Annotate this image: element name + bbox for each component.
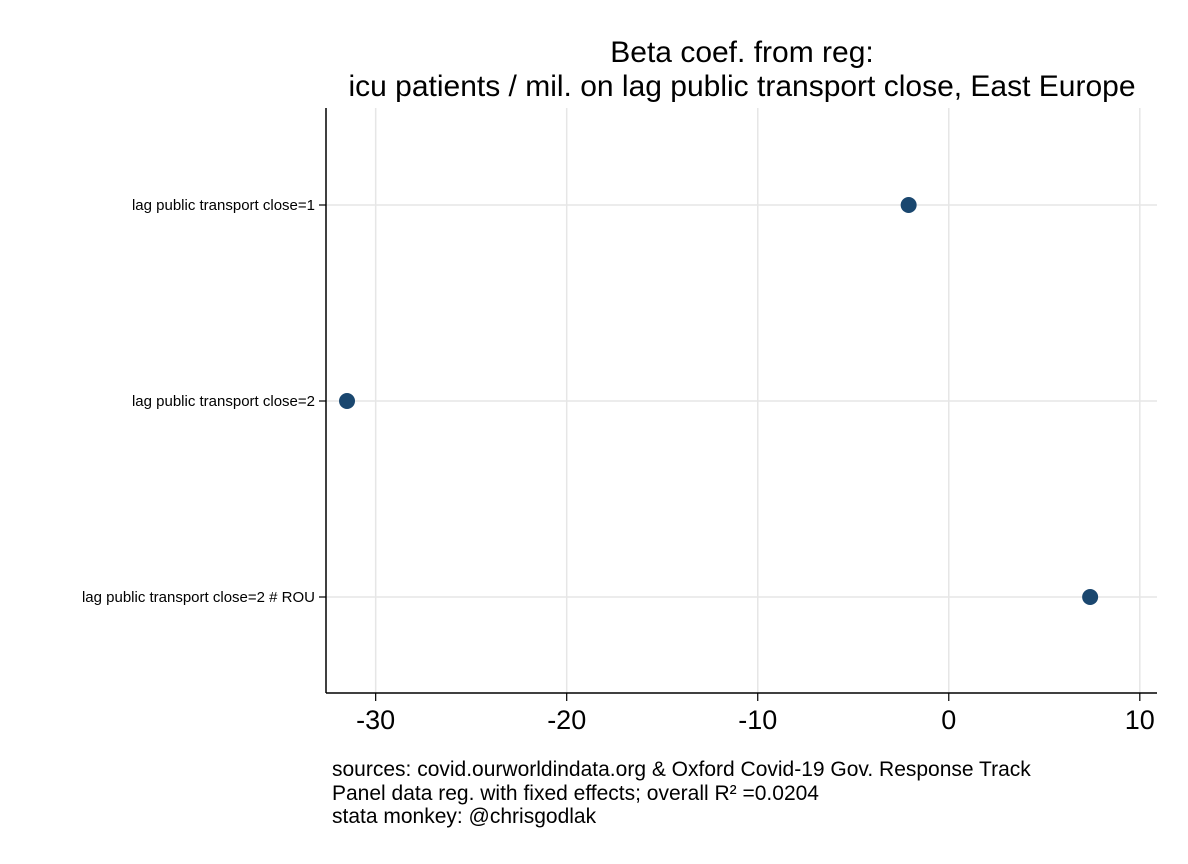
note-sources: sources: covid.ourworldindata.org & Oxfo…: [332, 758, 1031, 781]
x-ticks: -30 -20 -10 0 10: [356, 693, 1155, 735]
coefficient-points: [339, 197, 1099, 605]
category-label: lag public transport close=1: [132, 197, 315, 214]
chart-notes: sources: covid.ourworldindata.org & Oxfo…: [332, 758, 1031, 828]
chart-title: Beta coef. from reg: icu patients / mil.…: [348, 36, 1135, 103]
coefficient-point: [900, 197, 917, 213]
coefficient-point: [339, 393, 356, 409]
note-regression: Panel data reg. with fixed effects; over…: [332, 782, 819, 805]
category-label: lag public transport close=2 # ROU: [82, 589, 315, 606]
note-author: stata monkey: @chrisgodlak: [332, 805, 597, 828]
title-line-2: icu patients / mil. on lag public transp…: [348, 70, 1135, 103]
x-tick-label: 10: [1125, 705, 1155, 735]
category-labels: lag public transport close=1 lag public t…: [82, 197, 326, 606]
x-tick-label: -10: [738, 705, 777, 735]
x-tick-label: -30: [356, 705, 395, 735]
x-tick-label: 0: [941, 705, 956, 735]
x-tick-label: -20: [547, 705, 586, 735]
category-label: lag public transport close=2: [132, 393, 315, 410]
title-line-1: Beta coef. from reg:: [610, 36, 873, 69]
coefficient-point: [1082, 589, 1099, 605]
grid-lines: [326, 108, 1157, 693]
